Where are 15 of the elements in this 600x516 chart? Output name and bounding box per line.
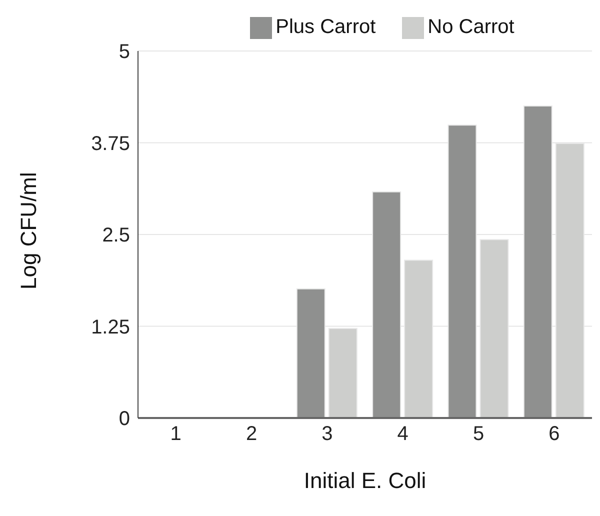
x-tick-label: 4 <box>397 423 408 446</box>
legend-label: No Carrot <box>428 16 514 38</box>
legend-label: Plus Carrot <box>276 16 376 38</box>
y-axis-title: Log CFU/ml <box>16 172 41 290</box>
x-tick-label: 6 <box>548 423 560 446</box>
y-tick-label: 1.25 <box>91 316 130 338</box>
x-tick-label: 3 <box>322 423 333 446</box>
x-axis-title: Initial E. Coli <box>304 468 426 493</box>
x-tick-label: 5 <box>472 423 484 446</box>
y-tick-label: 2.5 <box>102 224 130 247</box>
x-tick-label: 2 <box>246 423 258 446</box>
y-tick-label: 3.75 <box>91 132 130 155</box>
y-tick-label: 5 <box>118 41 130 64</box>
x-tick-label: 1 <box>170 423 182 446</box>
y-tick-label: 0 <box>118 408 130 430</box>
